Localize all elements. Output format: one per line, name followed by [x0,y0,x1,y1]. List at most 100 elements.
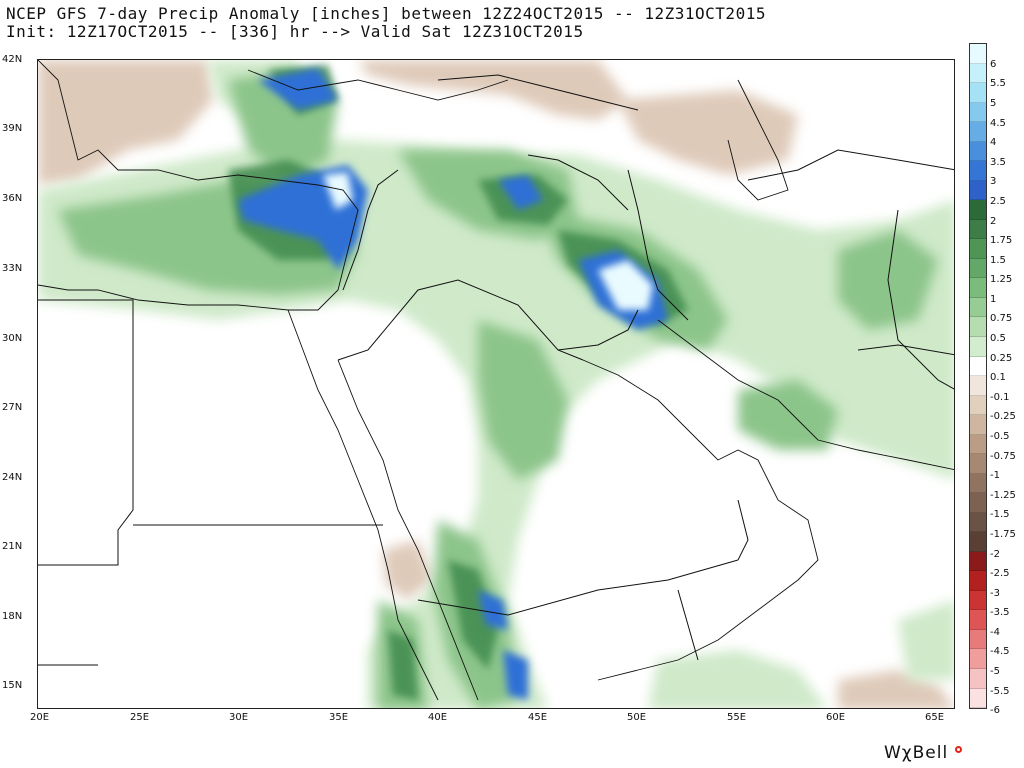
coast-red-sea-west [287,309,439,701]
colorbar-swatch [970,473,986,494]
coast-arabian-peninsula [582,359,819,681]
boundary-libya-egypt [38,299,134,566]
colorbar-swatch [970,278,986,298]
colorbar-swatch [970,102,986,123]
map-panel [37,59,955,709]
colorbar [969,43,987,709]
colorbar-swatch [970,219,986,240]
boundary-turkey-iraq [527,154,629,211]
boundary-iran-afghanistan [887,209,954,390]
colorbar-label: 1.25 [990,274,1013,286]
colorbar-label: 4.5 [990,117,1006,129]
colorbar-label: 1.5 [990,254,1006,266]
boundary-levant [342,169,399,291]
lat-label: 21N [2,541,23,552]
heavy-rain-yemen [503,650,528,700]
colorbar-label: 0.75 [990,313,1013,325]
colorbar-label: -0.25 [990,411,1016,423]
boundary-oman-uae [737,499,749,561]
colorbar-label: -2.5 [990,568,1010,580]
colorbar-label: -3.5 [990,607,1010,619]
lon-label: 30E [229,712,249,723]
wet-region-arabian-sea-east [898,600,954,680]
colorbar-label: -1 [990,470,1000,482]
dry-anomaly-layer [38,60,954,708]
boundary-yemen-oman [677,589,699,661]
colorbar-swatch [970,44,986,64]
wet-dark-eritrea [388,630,418,700]
colorbar-label: 2.5 [990,195,1006,207]
lon-label: 60E [826,712,846,723]
extreme-rain-layer [323,172,653,310]
boundary-saudi-yemen [417,559,739,616]
colorbar-label: 6 [990,58,997,70]
wet-dark-yemen [448,560,498,670]
colorbar-label: 5.5 [990,78,1006,90]
heavy-rain-black-sea-coast [258,68,338,110]
coast-red-sea-east [337,359,479,701]
coast-black-sea [247,69,509,101]
extreme-core-iraq [598,260,653,310]
lat-label: 39N [2,123,23,134]
boundary-pakistan [857,344,954,356]
colorbar-label: -0.1 [990,391,1010,403]
colorbar-swatch [970,629,986,650]
colorbar-label: -4.5 [990,646,1010,658]
precip-anomaly-map [38,60,954,708]
colorbar-swatch [970,415,986,435]
colorbar-swatch [970,63,986,84]
colorbar-label: -0.5 [990,430,1010,442]
lat-label: 27N [2,402,23,413]
wet-region-south-arabia [648,650,827,708]
colorbar-label: 5 [990,97,997,109]
lon-label: 25E [130,712,150,723]
dry-region-black-sea [358,60,628,120]
colorbar-label: 0.1 [990,372,1006,384]
colorbar-label: 4 [990,137,997,149]
colorbar-swatch [970,258,986,279]
colorbar-swatch [970,590,986,611]
colorbar-label: -6 [990,705,1000,717]
colorbar-swatch [970,376,986,396]
boundary-iran-iraq [627,169,689,321]
lat-label: 42N [2,54,23,65]
colorbar-swatch [970,571,986,591]
extreme-core-syria [323,172,353,210]
colorbar-swatch [970,395,986,416]
colorbar-swatch [970,493,986,513]
coastlines [38,60,954,701]
colorbar-swatch [970,297,986,318]
colorbar-swatch [970,688,986,709]
colorbar-swatch [970,649,986,669]
lon-label: 35E [329,712,349,723]
colorbar-swatch [970,454,986,474]
colorbar-swatch [970,336,986,357]
colorbar-label: -5 [990,666,1000,678]
colorbar-swatch [970,122,986,142]
boundary-kuwait [557,309,639,351]
dry-region-red-sea [383,540,433,600]
coast-mediterranean [38,60,359,311]
dry-region-caspian [618,90,798,175]
chart-subtitle: Init: 12Z17OCT2015 -- [336] hr --> Valid… [6,22,584,41]
colorbar-label: 3.5 [990,156,1006,168]
colorbar-label: -4 [990,626,1000,638]
colorbar-label: -2 [990,548,1000,560]
lon-label: 65E [925,712,945,723]
brand-logo-dot-icon [955,746,962,753]
colorbar-label: 2 [990,215,997,227]
colorbar-label: -5.5 [990,685,1010,697]
dry-region-arabian-sea [838,670,954,708]
heavy-rain-turkey-east [498,175,543,210]
lon-label: 55E [727,712,747,723]
lon-label: 20E [30,712,50,723]
coast-persian-gulf-north [657,319,954,471]
colorbar-label: -1.75 [990,528,1016,540]
colorbar-label: -1.25 [990,489,1016,501]
colorbar-swatch [970,180,986,201]
colorbar-swatch [970,83,986,103]
colorbar-label: 3 [990,176,997,188]
dry-region-balkans [38,60,213,185]
boundary-caucasus [437,74,639,111]
colorbar-label: 0.5 [990,333,1006,345]
